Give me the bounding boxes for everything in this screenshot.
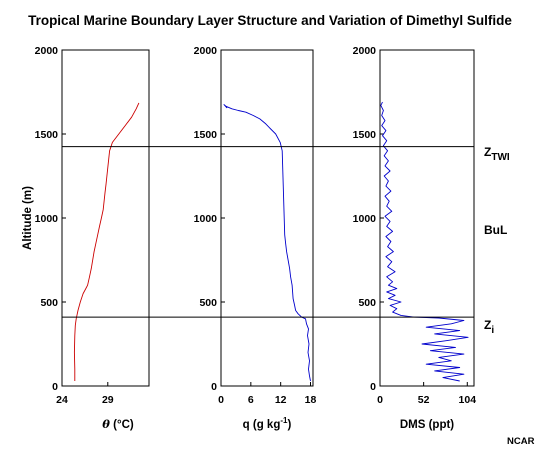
- x-tick-label-theta: 29: [102, 394, 114, 406]
- theta-symbol: θ: [102, 417, 110, 431]
- reference-lines-group: [62, 146, 474, 318]
- q-label-main: q (g kg: [243, 419, 281, 431]
- y-tick-label-theta: 500: [40, 297, 58, 309]
- x-tick-label-dms: 52: [418, 394, 430, 406]
- panel-q: 0 500 1000 1500 2000 0 6 12 18: [194, 45, 317, 406]
- x-tick-label-q: 12: [275, 394, 287, 406]
- panel-theta: 0 500 1000 1500 2000 24 29: [35, 45, 150, 406]
- zi-annotation: Zi: [484, 318, 494, 336]
- profile-line-dms: [380, 101, 469, 382]
- y-tick-label-q: 500: [199, 297, 217, 309]
- x-tick-label-q: 6: [248, 394, 254, 406]
- x-axis-label-q: q (g kg-1): [243, 416, 292, 431]
- bul-annotation: BuL: [484, 223, 507, 237]
- y-tick-label-q: 0: [211, 381, 217, 393]
- x-tick-label-theta: 24: [56, 394, 68, 406]
- y-tick-label-dms: 0: [370, 381, 376, 393]
- ztwi-annotation: ZTWI: [484, 145, 510, 163]
- y-tick-label-theta: 0: [52, 381, 58, 393]
- y-tick-label-q: 1000: [194, 213, 218, 225]
- zi-main: Z: [484, 318, 491, 332]
- ztwi-subscript: TWI: [491, 152, 510, 163]
- zi-subscript: i: [491, 325, 494, 336]
- y-tick-label-q: 1500: [194, 129, 218, 141]
- panels-group: 0 500 1000 1500 2000 24 29 0 500 1000 1500 2000 0 6 12…: [35, 45, 477, 406]
- x-tick-label-dms: 104: [459, 394, 477, 406]
- x-tick-label-dms: 0: [377, 394, 383, 406]
- x-axis-label-dms: DMS (ppt): [400, 419, 454, 431]
- y-tick-label-dms: 500: [358, 297, 376, 309]
- profile-line-theta: [73, 102, 140, 381]
- profile-line-q: [223, 104, 311, 382]
- y-tick-label-theta: 1500: [35, 129, 59, 141]
- x-tick-label-q: 0: [218, 394, 224, 406]
- q-label-sup: -1: [280, 416, 288, 425]
- x-axis-label-theta: θ (°C): [102, 417, 134, 431]
- y-tick-label-dms: 2000: [353, 45, 377, 57]
- y-tick-label-dms: 1000: [353, 213, 377, 225]
- q-label-end: ): [287, 419, 291, 431]
- panel-frame-dms: [379, 49, 475, 387]
- y-axis-label: Altitude (m): [22, 186, 34, 250]
- y-tick-label-theta: 2000: [35, 45, 59, 57]
- y-tick-label-q: 2000: [194, 45, 218, 57]
- chart-title: Tropical Marine Boundary Layer Structure…: [28, 13, 512, 28]
- ztwi-main: Z: [484, 145, 491, 159]
- y-tick-label-dms: 1500: [353, 129, 377, 141]
- panel-frame-q: [220, 49, 314, 387]
- panel-dms: 0 500 1000 1500 2000 0 52 104: [353, 45, 477, 406]
- theta-unit: (°C): [110, 419, 134, 431]
- y-tick-label-theta: 1000: [35, 213, 59, 225]
- x-tick-label-q: 18: [305, 394, 317, 406]
- credit-label: NCAR: [507, 436, 535, 447]
